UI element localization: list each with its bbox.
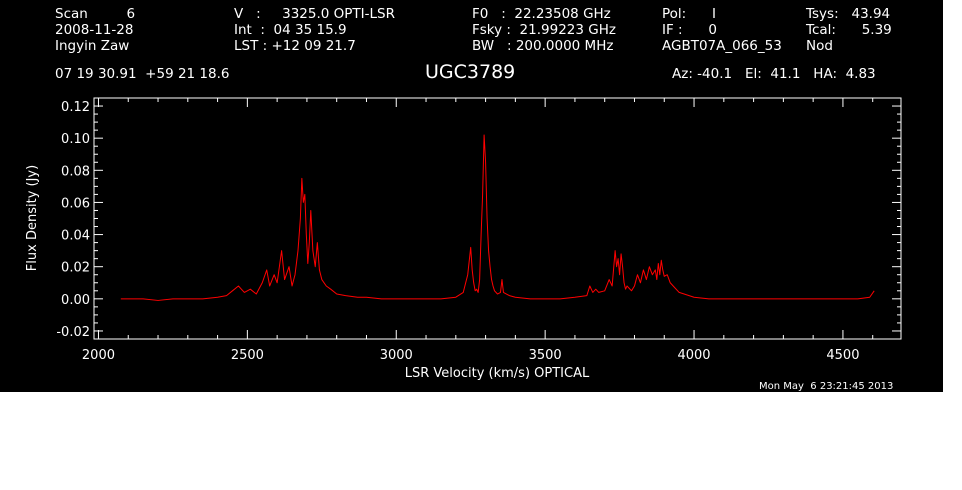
scan-number: Scan 6 xyxy=(55,6,136,22)
source-name: UGC3789 xyxy=(425,61,516,83)
y-tick-label: 0.12 xyxy=(61,100,90,115)
pointing-readout: Az: -40.1 El: 41.1 HA: 4.83 xyxy=(672,66,876,82)
source-coordinates: 07 19 30.91 +59 21 18.6 xyxy=(55,66,230,82)
velocity-readout: V : 3325.0 OPTI-LSR xyxy=(234,6,395,22)
spectrum-line xyxy=(120,134,875,301)
sky-frequency: Fsky : 21.99223 GHz xyxy=(472,22,616,38)
x-tick-label: 3000 xyxy=(380,348,413,363)
observing-mode: Nod xyxy=(806,38,833,54)
ticks: 2000 2500 3000 3500 4000 4500 -0.02 0.00 0.02 0.0… xyxy=(56,97,901,363)
y-tick-label: 0.02 xyxy=(61,261,90,276)
system-temperature: Tsys: 43.94 xyxy=(806,6,891,22)
x-tick-label: 4000 xyxy=(677,348,710,363)
y-tick-label: 0.08 xyxy=(61,164,90,179)
x-tick-label: 2000 xyxy=(82,348,115,363)
y-tick-label: 0.06 xyxy=(61,196,90,211)
x-axis-label: LSR Velocity (km/s) OPTICAL xyxy=(405,366,590,381)
plot-panel: Scan 6 V : 3325.0 OPTI-LSR F0 : 22.23508… xyxy=(0,0,943,392)
bandwidth: BW : 200.0000 MHz xyxy=(472,38,614,54)
y-tick-label: -0.02 xyxy=(56,325,90,340)
observation-date: 2008-11-28 xyxy=(55,22,134,38)
x-tick-label: 2500 xyxy=(231,348,264,363)
y-tick-label: 0.00 xyxy=(61,293,90,308)
x-tick-label: 3500 xyxy=(529,348,562,363)
integration-time: Int : 04 35 15.9 xyxy=(234,22,347,38)
observer-name: Ingyin Zaw xyxy=(55,38,130,54)
plot-frame xyxy=(93,97,902,340)
spectrum-chart: 2000 2500 3000 3500 4000 4500 -0.02 0.00 0.02 0.0… xyxy=(25,97,902,381)
local-sidereal-time: LST : +12 09 21.7 xyxy=(234,38,356,54)
if-number: IF : 0 xyxy=(662,22,717,38)
y-tick-label: 0.10 xyxy=(61,132,90,147)
axes xyxy=(93,97,902,340)
x-tick-label: 4500 xyxy=(826,348,859,363)
y-tick-label: 0.04 xyxy=(61,229,90,244)
plot-timestamp: Mon May 6 23:21:45 2013 xyxy=(759,381,894,392)
y-axis-label: Flux Density (Jy) xyxy=(25,165,40,271)
series-group xyxy=(120,134,875,301)
project-id: AGBT07A_066_53 xyxy=(662,38,782,54)
calibration-temperature: Tcal: 5.39 xyxy=(806,22,892,38)
rest-frequency: F0 : 22.23508 GHz xyxy=(472,6,611,22)
polarization: Pol: I xyxy=(662,6,716,22)
